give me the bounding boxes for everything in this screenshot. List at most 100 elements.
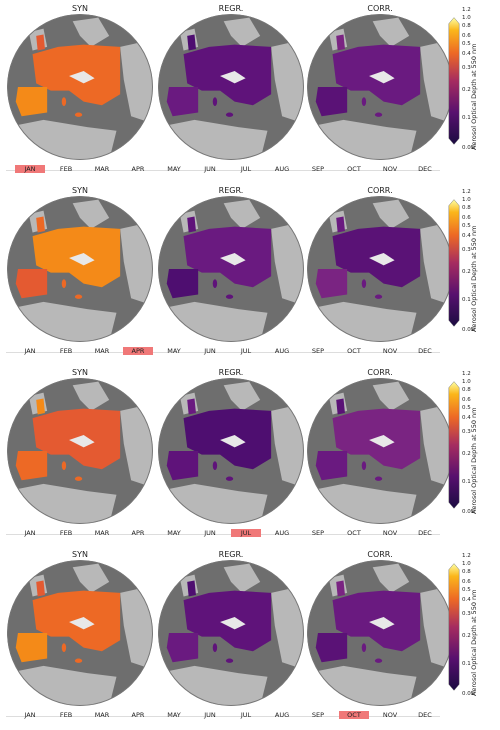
colorbar-label: Aerosol Optical Depth at 550 nm	[470, 225, 478, 333]
colorbar-tick-label: 1.0	[462, 379, 471, 385]
sicily	[225, 476, 234, 481]
scandinavia	[223, 381, 261, 411]
aod-field-iberia	[166, 451, 199, 481]
month-timeline: JAN FEB MAR APR MAY JUN JUL AUG SEP OCT NOV DEC	[0, 710, 440, 724]
colorbar-tick-label: 1.2	[462, 553, 471, 559]
month-label-oct: OCT	[339, 711, 369, 719]
colorbar-tick-label: 0.1	[462, 115, 471, 121]
month-label-aug: AUG	[274, 529, 290, 537]
alps-mask	[220, 252, 246, 266]
colorbar-tick-label: 1.0	[462, 197, 471, 203]
aod-field-uk	[187, 398, 196, 415]
sardinia	[361, 643, 367, 652]
month-label-jun: JUN	[204, 711, 216, 719]
scandinavia	[223, 563, 261, 593]
colorbar-tick-label: 0.4	[462, 415, 471, 421]
panel-jan: SYN REGR. CORR. JAN FEB MAR APR MAY JUN JUL AUG SEP…	[0, 0, 500, 182]
month-timeline: JAN FEB MAR APR MAY JUN JUL AUG SEP OCT NOV DEC	[0, 346, 440, 360]
month-label-sep: SEP	[311, 529, 325, 537]
colorbar-tick-label: 0.3	[462, 611, 471, 617]
sardinia	[212, 643, 218, 652]
colorbar-tick-label: 0.6	[462, 215, 471, 221]
colorbar-tick-label: 0.5	[462, 41, 471, 47]
aod-field-uk	[36, 580, 45, 597]
month-label-oct: OCT	[347, 347, 361, 355]
colorbar-tick-label: 1.0	[462, 561, 471, 567]
sicily	[74, 476, 83, 481]
colorbar-tick-label: 0.3	[462, 65, 471, 71]
month-label-may: MAY	[167, 347, 181, 355]
month-label-jan: JAN	[24, 347, 36, 355]
colorbar-gradient	[448, 17, 460, 145]
month-label-dec: DEC	[418, 711, 432, 719]
colorbar-tick-label: 0.1	[462, 479, 471, 485]
colorbar-tick-label: 0.6	[462, 33, 471, 39]
column-title: SYN	[72, 4, 88, 13]
month-label-mar: MAR	[94, 711, 110, 719]
month-label-oct: OCT	[347, 165, 361, 173]
globe-map-corr	[307, 196, 453, 342]
alps-mask	[220, 70, 246, 84]
colorbar-tick-label: 0.05	[462, 145, 475, 151]
colorbar	[448, 199, 460, 327]
column-title: SYN	[72, 368, 88, 377]
month-label-jul: JUL	[231, 529, 261, 537]
sicily	[225, 112, 234, 117]
colorbar-tick-label: 0.6	[462, 579, 471, 585]
alps-mask	[69, 616, 95, 630]
colorbar-gradient	[448, 563, 460, 691]
month-label-nov: NOV	[382, 529, 398, 537]
month-label-dec: DEC	[418, 165, 432, 173]
colorbar-label: Aerosol Optical Depth at 550 nm	[470, 407, 478, 515]
month-label-dec: DEC	[418, 347, 432, 355]
month-label-jan: JAN	[15, 165, 45, 173]
colorbar	[448, 17, 460, 145]
colorbar-tick-label: 0.2	[462, 451, 471, 457]
alps-mask	[369, 252, 395, 266]
aod-field-uk	[336, 580, 345, 597]
colorbar-tick-label: 0.2	[462, 87, 471, 93]
timeline-line	[6, 716, 440, 717]
sardinia	[212, 97, 218, 106]
column-title: REGR.	[218, 550, 244, 559]
aod-field-iberia	[315, 87, 348, 117]
colorbar-tick-label: 1.2	[462, 189, 471, 195]
sicily	[225, 294, 234, 299]
month-label-jun: JUN	[204, 165, 216, 173]
colorbar-label: Aerosol Optical Depth at 550 nm	[470, 589, 478, 697]
alps-mask	[369, 616, 395, 630]
eastern-land	[420, 403, 453, 488]
colorbar-tick-label: 0.8	[462, 569, 471, 575]
aod-field-iberia	[166, 269, 199, 299]
aod-field-uk	[336, 34, 345, 51]
month-label-mar: MAR	[94, 347, 110, 355]
colorbar	[448, 563, 460, 691]
aod-field-uk	[36, 34, 45, 51]
colorbar-tick-label: 0.4	[462, 51, 471, 57]
colorbar-tick-label: 0.8	[462, 387, 471, 393]
colorbar-tick-label: 1.0	[462, 15, 471, 21]
globe-map-regr	[158, 378, 304, 524]
eastern-land	[120, 39, 153, 124]
column-title: CORR.	[367, 550, 393, 559]
aod-field-iberia	[166, 87, 199, 117]
globe-map-regr	[158, 196, 304, 342]
month-label-apr: APR	[131, 165, 145, 173]
eastern-land	[271, 403, 304, 488]
sicily	[74, 112, 83, 117]
month-label-jun: JUN	[204, 529, 216, 537]
colorbar-tick-label: 0.2	[462, 633, 471, 639]
month-label-dec: DEC	[418, 529, 432, 537]
month-label-aug: AUG	[274, 347, 290, 355]
scandinavia	[223, 199, 261, 229]
eastern-land	[120, 221, 153, 306]
month-label-jul: JUL	[240, 711, 252, 719]
month-label-feb: FEB	[59, 711, 73, 719]
aod-field-iberia	[15, 269, 48, 299]
column-title: SYN	[72, 186, 88, 195]
month-timeline: JAN FEB MAR APR MAY JUN JUL AUG SEP OCT NOV DEC	[0, 164, 440, 178]
colorbar-tick-label: 0.8	[462, 205, 471, 211]
sardinia	[361, 461, 367, 470]
scandinavia	[72, 17, 110, 47]
aod-field-iberia	[166, 633, 199, 663]
